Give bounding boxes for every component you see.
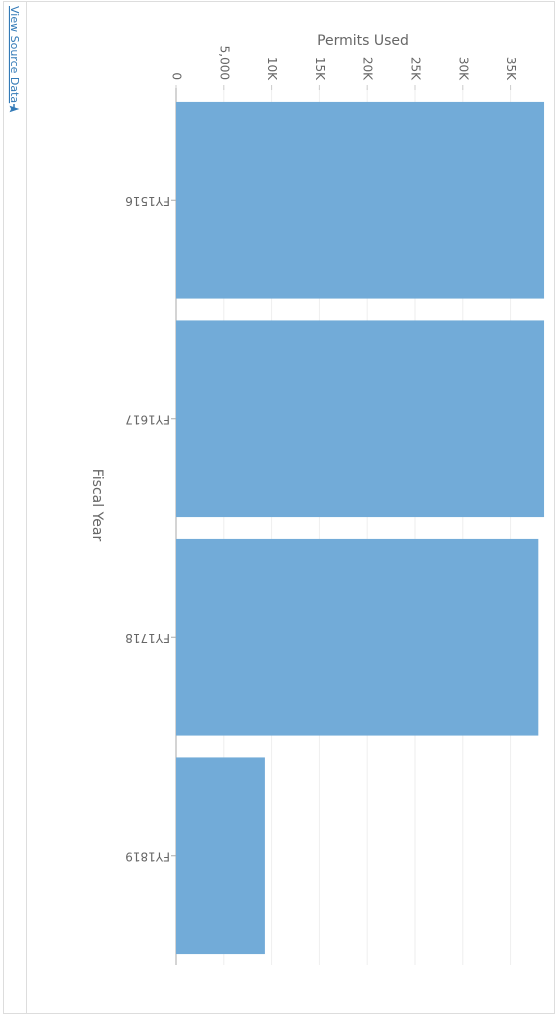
y-tick-label: FY1718 (125, 631, 170, 645)
x-tick-label: 10K (265, 57, 279, 81)
y-axis-title: Fiscal Year (89, 469, 105, 542)
x-axis-title: Permits Used (317, 33, 409, 49)
y-tick-label: FY1617 (125, 412, 170, 426)
x-tick-label: 15K (313, 57, 327, 81)
x-tick-label: 5,000 (217, 46, 231, 80)
link-icon (9, 104, 20, 113)
y-tick-label: FY1516 (125, 194, 170, 208)
x-tick-label: 25K (408, 57, 422, 81)
x-tick-label: 30K (456, 57, 470, 81)
bar (176, 538, 539, 736)
bar (176, 101, 545, 299)
bar (176, 757, 265, 955)
source-link[interactable]: View Source Data (8, 6, 21, 113)
source-link-text[interactable]: View Source Data (8, 6, 21, 103)
bar (176, 320, 545, 518)
x-tick-label: 35K (504, 57, 518, 81)
y-tick-label: FY1819 (125, 849, 170, 863)
x-tick-label: 0 (170, 72, 184, 80)
x-tick-label: 20K (361, 57, 375, 81)
